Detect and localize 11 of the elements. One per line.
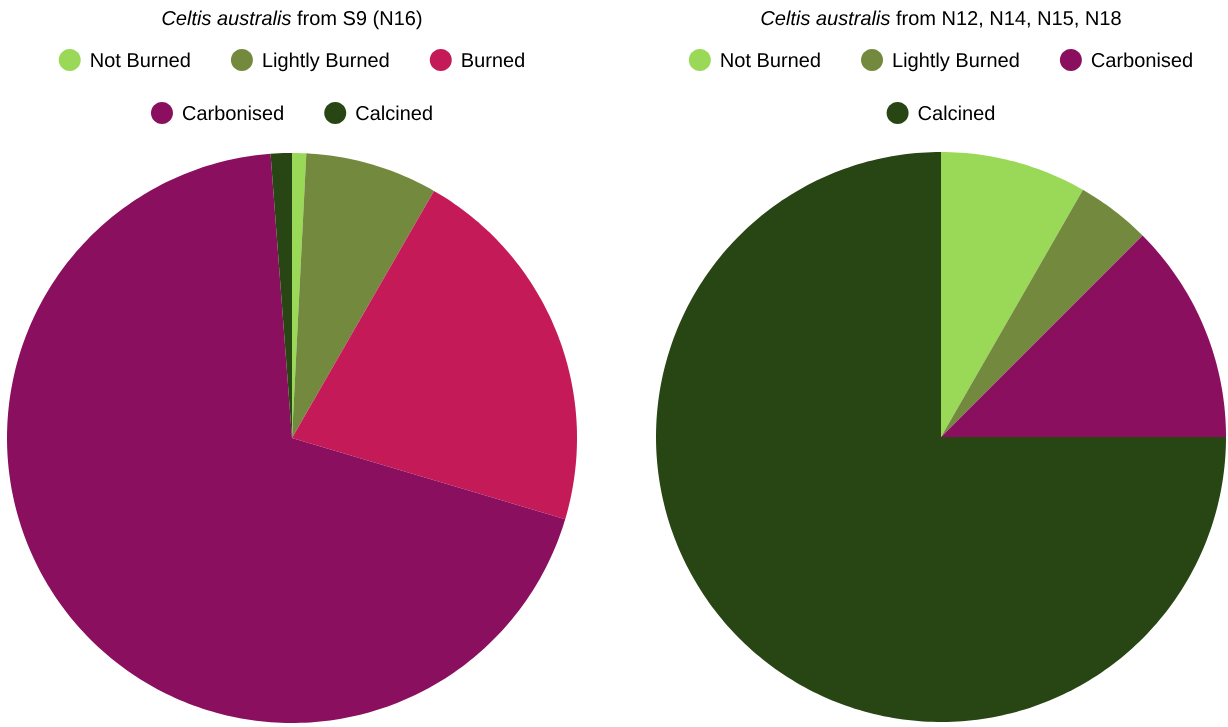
legend-label: Not Burned (721, 52, 820, 68)
chart-title: Celtis australis from N12, N14, N15, N18 (761, 10, 1121, 28)
legend-label: Lightly Burned (893, 52, 1019, 72)
legend-label: Calcined (918, 105, 995, 121)
chart-title: Celtis australis from S9 (N16) (162, 10, 422, 30)
legend-label: Carbonised (1091, 52, 1192, 68)
legend-label: Burned (462, 52, 524, 68)
legend-label: Carbonised (182, 105, 283, 121)
legend-label: Lightly Burned (263, 52, 389, 72)
legend-label: Calcined (356, 105, 432, 121)
legend-label: Not Burned (91, 52, 190, 68)
